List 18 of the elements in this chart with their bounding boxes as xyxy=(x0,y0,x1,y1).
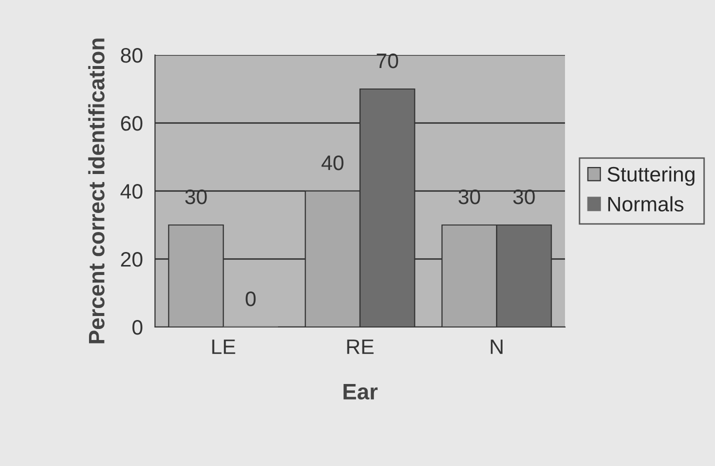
data-label: 0 xyxy=(246,291,256,306)
x-tick-label: LE xyxy=(212,340,236,354)
data-label: 30 xyxy=(185,189,207,204)
data-label: 40 xyxy=(322,155,344,170)
data-label: 70 xyxy=(376,53,398,68)
y-tick-label: 40 xyxy=(120,184,142,199)
y-tick-label: 80 xyxy=(120,48,142,63)
y-tick-label: 60 xyxy=(121,116,142,131)
y-tick-label: 0 xyxy=(132,320,142,335)
y-tick-label: 20 xyxy=(121,252,142,267)
y-axis-title: Percent correct identification xyxy=(88,38,105,344)
x-tick-label: N xyxy=(490,340,502,354)
data-label: 30 xyxy=(458,189,480,204)
x-tick-label: RE xyxy=(347,340,374,354)
data-label: 30 xyxy=(513,189,535,204)
x-axis-title: Ear xyxy=(344,384,378,400)
legend-label: Stuttering xyxy=(608,166,694,186)
legend-label: Normals xyxy=(608,196,684,212)
